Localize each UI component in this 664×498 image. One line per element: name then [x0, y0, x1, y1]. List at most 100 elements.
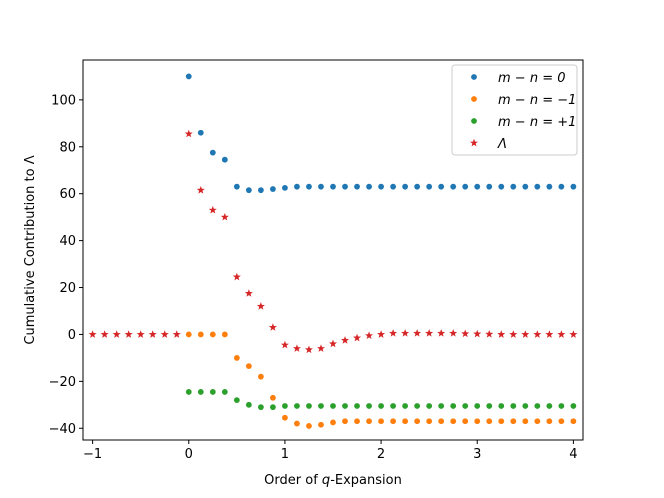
data-point: [354, 183, 360, 190]
y-tick-label: 60: [59, 187, 76, 202]
legend: m − n = 0 m − n = −1 m − n = +1 Λ: [451, 64, 578, 156]
plot-marks: [88, 73, 578, 429]
data-point: [270, 404, 276, 411]
data-point: [390, 183, 396, 190]
data-point: [486, 418, 493, 425]
legend-box: [451, 64, 578, 156]
data-point: [245, 401, 252, 408]
data-point: [280, 340, 289, 349]
data-point: [450, 183, 457, 190]
series-0: [185, 73, 577, 194]
data-point: [498, 403, 505, 409]
data-point: [437, 329, 446, 337]
data-point: [522, 403, 529, 409]
data-point: [365, 331, 374, 340]
data-point: [330, 419, 336, 426]
data-point: [172, 330, 181, 338]
data-point: [486, 183, 493, 190]
data-point: [570, 183, 577, 190]
series-3: [88, 129, 578, 354]
data-point: [318, 421, 324, 428]
data-point: [148, 330, 157, 338]
data-point: [306, 403, 312, 409]
data-point: [438, 403, 445, 409]
data-point: [546, 418, 553, 425]
data-point: [485, 330, 494, 338]
data-point: [438, 183, 445, 190]
data-point: [450, 418, 457, 425]
data-point: [522, 418, 529, 425]
y-axis-label: Cumulative Contribution to Λ: [23, 155, 38, 344]
data-point: [233, 355, 240, 361]
data-point: [534, 403, 541, 409]
data-point: [509, 330, 518, 338]
data-point: [378, 418, 384, 425]
data-point: [136, 330, 145, 338]
data-point: [197, 331, 204, 338]
data-point: [534, 418, 541, 425]
data-point: [450, 403, 457, 409]
legend-marker: [471, 96, 477, 102]
data-point: [402, 403, 409, 409]
data-point: [390, 418, 396, 425]
data-point: [197, 129, 204, 136]
data-point: [233, 183, 240, 190]
plot-frame: [82, 59, 584, 441]
data-point: [510, 418, 517, 425]
data-point: [366, 418, 372, 425]
data-point: [232, 272, 241, 281]
data-point: [510, 403, 517, 409]
data-point: [185, 331, 192, 338]
data-point: [124, 330, 133, 338]
data-point: [342, 403, 348, 409]
data-point: [221, 331, 228, 338]
data-point: [461, 329, 470, 338]
axes: −1 0 1 2 3 4 −40 −20 0 20 40 60 80 100: [49, 59, 584, 462]
data-point: [245, 363, 252, 370]
data-point: [100, 330, 109, 338]
data-point: [233, 397, 240, 404]
data-point: [558, 403, 565, 409]
data-point: [112, 330, 121, 338]
data-point: [378, 403, 384, 409]
data-point: [208, 205, 217, 214]
legend-entry: Λ: [497, 137, 507, 152]
data-point: [473, 329, 482, 338]
data-point: [244, 289, 253, 297]
data-point: [414, 418, 421, 425]
data-point: [292, 344, 301, 352]
y-tick-label: −40: [49, 422, 76, 437]
data-point: [353, 333, 362, 342]
data-point: [426, 183, 433, 190]
data-point: [185, 389, 192, 395]
data-point: [378, 183, 384, 190]
data-point: [197, 389, 204, 395]
data-point: [282, 403, 288, 409]
x-tick-label: 4: [569, 447, 577, 462]
data-point: [558, 418, 565, 425]
data-point: [304, 345, 313, 354]
x-tick-label: −1: [83, 447, 102, 462]
data-point: [354, 403, 360, 409]
data-point: [414, 403, 421, 409]
data-point: [221, 389, 228, 395]
data-point: [426, 403, 433, 409]
data-point: [257, 373, 264, 380]
data-point: [366, 183, 372, 190]
data-point: [256, 302, 265, 310]
data-point: [220, 212, 229, 221]
data-point: [569, 330, 578, 338]
data-point: [268, 323, 277, 331]
data-point: [462, 418, 469, 425]
data-point: [342, 183, 348, 190]
data-point: [389, 329, 398, 337]
data-point: [497, 330, 506, 338]
data-point: [209, 389, 216, 395]
data-point: [318, 183, 324, 190]
data-point: [510, 183, 517, 190]
data-point: [521, 330, 530, 338]
data-point: [558, 183, 565, 190]
data-point: [209, 149, 216, 156]
data-point: [88, 330, 97, 338]
data-point: [330, 183, 336, 190]
